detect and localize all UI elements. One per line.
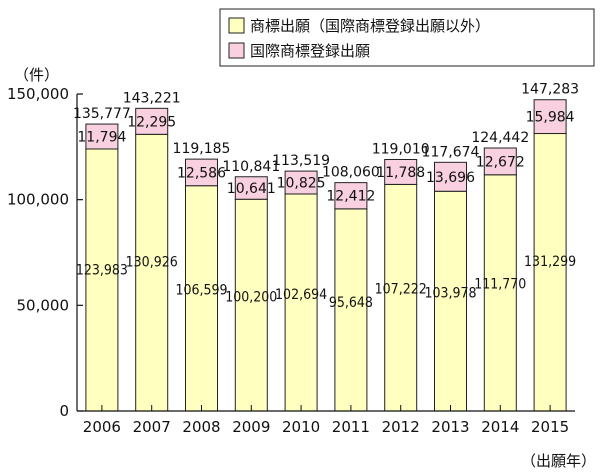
legend-swatch-main [229,18,244,33]
label-total: 143,221 [123,90,181,106]
label-intl: 10,825 [277,176,326,192]
legend-label-intl: 国際商標登録出願 [250,42,370,60]
label-intl: 13,696 [426,170,475,186]
label-total: 147,283 [521,82,579,98]
label-total: 108,060 [322,165,380,181]
label-intl: 10,641 [227,181,276,197]
bar-main [534,134,566,411]
label-intl: 12,672 [476,154,525,170]
x-tick-label: 2015 [531,418,569,436]
legend-swatch-intl [229,43,244,58]
x-axis: 2006 2007 2008 2009 2010 2011 2012 2013 2014 2015 [77,405,575,436]
bar-main [385,184,417,411]
label-main: 130,926 [126,255,178,271]
label-total: 124,442 [471,130,529,146]
x-tick-label: 2014 [481,418,519,436]
label-intl: 12,295 [127,114,176,130]
y-unit-label: （件） [14,66,59,84]
x-tick-label: 2010 [282,418,320,436]
x-tick-label: 2011 [332,418,370,436]
bar-main [136,134,168,411]
label-intl: 12,412 [326,189,375,205]
y-axis: 0 50,000 100,000 150,000 [7,85,83,420]
label-main: 103,978 [424,285,476,301]
x-axis-title: （出願年） [521,452,596,470]
x-tick-label: 2007 [133,418,171,436]
label-main: 100,200 [225,290,277,306]
x-tick-label: 2008 [182,418,220,436]
label-intl: 11,794 [77,130,126,146]
y-tick-label: 150,000 [7,85,69,103]
label-main: 102,694 [275,287,327,303]
label-main: 95,648 [329,295,373,311]
x-tick-label: 2013 [431,418,469,436]
bar-main [484,175,516,411]
label-total: 135,777 [73,106,131,122]
y-tick-label: 0 [59,402,69,420]
x-tick-label: 2012 [382,418,420,436]
y-tick-label: 100,000 [7,191,69,209]
legend-label-main: 商標出願（国際商標登録出願以外） [250,17,490,35]
label-intl: 12,586 [177,165,226,181]
label-intl: 15,984 [526,110,575,126]
y-tick-label: 50,000 [17,296,70,314]
x-tick-label: 2009 [232,418,270,436]
label-intl: 11,788 [376,165,425,181]
bar-main [86,149,118,411]
label-total: 117,674 [422,144,480,160]
bar-main [186,186,218,411]
bar-chart: 商標出願（国際商標登録出願以外） 国際商標登録出願 （件） （出願年） 0 50,… [0,0,600,474]
legend: 商標出願（国際商標登録出願以外） 国際商標登録出願 [220,9,594,66]
bars: 123,983 11,794 135,777 130,926 12,295 143,221… [73,82,579,411]
x-tick-label: 2006 [83,418,121,436]
label-main: 111,770 [474,276,526,292]
label-main: 123,983 [76,263,128,279]
label-main: 106,599 [175,282,227,298]
label-main: 131,299 [524,254,576,270]
label-main: 107,222 [375,282,427,298]
label-total: 119,185 [173,141,231,157]
